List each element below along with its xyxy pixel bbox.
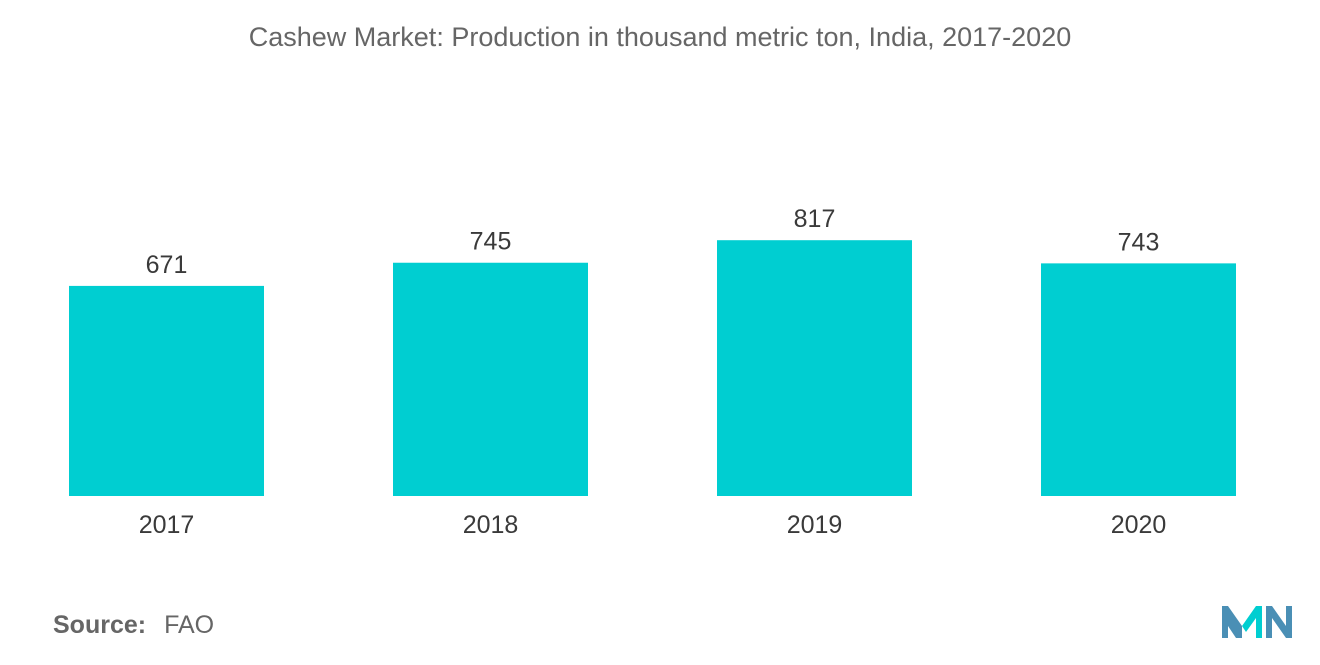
x-tick-label-2017: 2017 — [139, 511, 195, 539]
x-tick-label-2019: 2019 — [787, 511, 843, 539]
bar-2019 — [717, 240, 912, 496]
source-value: FAO — [164, 611, 215, 639]
data-labels-group: 671 745 817 743 — [146, 205, 1160, 279]
bars-group — [69, 240, 1236, 496]
chart-title: Cashew Market: Production in thousand me… — [248, 22, 1072, 52]
data-label-2020: 743 — [1118, 228, 1160, 256]
data-label-2018: 745 — [470, 228, 512, 256]
bar-2020 — [1041, 263, 1236, 496]
source-label: Source: — [53, 611, 147, 639]
source-note: Source: FAO — [53, 611, 214, 640]
data-label-2017: 671 — [146, 251, 188, 279]
x-tick-label-2020: 2020 — [1111, 511, 1167, 539]
bar-2017 — [69, 285, 264, 496]
mordor-intelligence-logo-icon — [1222, 606, 1292, 638]
x-tick-label-2018: 2018 — [463, 511, 519, 539]
x-axis-tick-labels: 2017 2018 2019 2020 — [139, 511, 1167, 539]
bar-2018 — [393, 262, 588, 496]
data-label-2019: 817 — [794, 205, 836, 233]
